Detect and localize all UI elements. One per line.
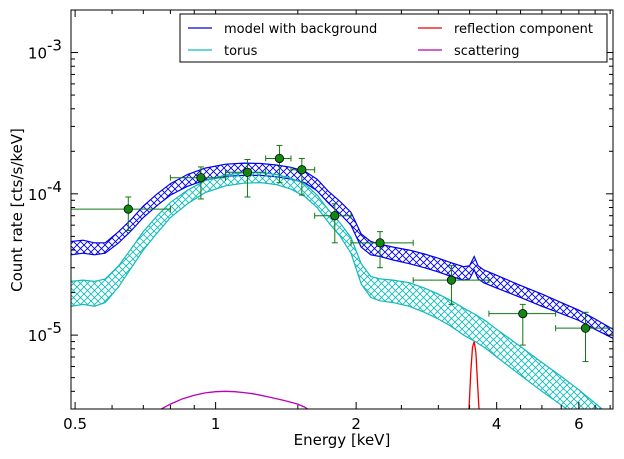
data-marker xyxy=(297,165,307,175)
y-tick-label: 10 xyxy=(28,186,47,204)
data-point-4 xyxy=(265,144,292,184)
torus-lower-line xyxy=(71,181,568,409)
data-point-6 xyxy=(314,203,352,244)
x-axis-label: Energy [keV] xyxy=(294,431,391,449)
reflection-component-line xyxy=(468,341,480,409)
data-point-10 xyxy=(555,311,613,363)
scattering-line xyxy=(159,390,309,409)
plot-frame xyxy=(70,9,614,410)
data-marker xyxy=(375,238,385,248)
model-with-background-upper-line xyxy=(71,162,613,330)
data-marker xyxy=(580,323,591,333)
data-marker xyxy=(518,309,528,319)
y-tick-label: 10 xyxy=(28,45,47,63)
y-tick-label-exponent: -3 xyxy=(47,37,62,55)
tick-labels-layer: 0.5 1 2 4 610-510-410-3 xyxy=(28,37,584,433)
data-marker xyxy=(196,173,206,183)
data-point-5 xyxy=(290,157,316,196)
data-marker xyxy=(123,204,133,214)
data-point-8 xyxy=(412,265,490,305)
data-marker xyxy=(274,153,285,164)
data-point-3 xyxy=(225,158,267,198)
legend-box xyxy=(179,13,608,63)
x-tick-label: 0.5 xyxy=(63,415,87,433)
y-tick-label-exponent: -4 xyxy=(47,178,62,196)
legend-label-model-with-background: model with background xyxy=(224,22,377,37)
x-tick-label: 6 xyxy=(574,415,584,433)
data-marker xyxy=(446,275,457,285)
legend-label-torus: torus xyxy=(224,44,258,59)
data-point-2 xyxy=(169,166,227,200)
y-tick-label: 10 xyxy=(28,327,47,345)
legend: model with background reflection componen… xyxy=(179,13,608,63)
data-marker xyxy=(330,211,340,221)
legend-label-reflection-component: reflection component xyxy=(454,22,593,37)
legend-label-scattering: scattering xyxy=(454,44,520,59)
data-point-9 xyxy=(488,303,557,346)
data-point-7 xyxy=(350,231,414,269)
x-tick-label: 2 xyxy=(351,415,361,433)
x-tick-label: 1 xyxy=(211,415,221,433)
y-axis-label: Count rate [cts/s/keV] xyxy=(8,128,26,292)
x-tick-label: 4 xyxy=(492,415,502,433)
data-marker xyxy=(242,167,253,177)
y-tick-label-exponent: -5 xyxy=(47,319,62,337)
data-point-1 xyxy=(71,196,171,232)
torus-upper-line xyxy=(71,172,604,409)
data-points-layer xyxy=(71,144,613,363)
